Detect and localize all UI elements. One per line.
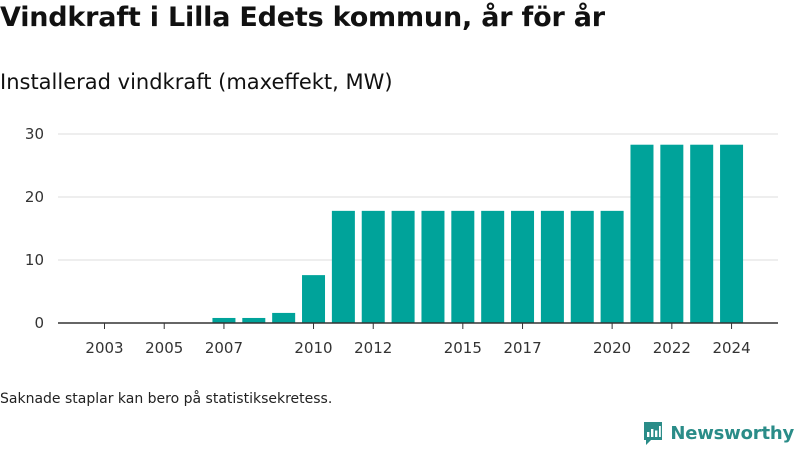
bar	[630, 144, 654, 323]
y-tick-label: 20	[25, 188, 44, 206]
chart-subtitle: Installerad vindkraft (maxeffekt, MW)	[0, 70, 393, 94]
bar-chart: 0 10 20 30 2003 2005 2007 2010 2012 2015 2017 2020 2…	[25, 125, 778, 357]
x-tick-label: 2007	[205, 339, 243, 357]
bar	[660, 144, 684, 323]
x-tick-label: 2017	[503, 339, 541, 357]
grid-lines	[58, 133, 778, 261]
x-tick-label: 2024	[712, 339, 750, 357]
bars	[212, 144, 744, 323]
x-tick-label: 2012	[354, 339, 392, 357]
x-tick-label: 2005	[145, 339, 183, 357]
y-tick-label: 0	[34, 314, 44, 332]
bar	[361, 210, 385, 323]
bar	[302, 275, 326, 323]
bar	[481, 210, 505, 323]
bar	[600, 210, 624, 323]
brand-name: Newsworthy	[670, 422, 794, 444]
bar	[272, 312, 296, 323]
x-tick-label: 2015	[444, 339, 482, 357]
x-tick-label: 2003	[85, 339, 123, 357]
footnote: Saknade staplar kan bero på statistiksek…	[0, 391, 333, 407]
bar	[720, 144, 744, 323]
axes: 0 10 20 30 2003 2005 2007 2010 2012 2015 2017 2020 2…	[25, 125, 778, 357]
bar	[451, 210, 475, 323]
x-tick-label: 2010	[294, 339, 332, 357]
y-tick-label: 10	[25, 251, 44, 269]
bar	[421, 210, 445, 323]
x-tick-label: 2020	[593, 339, 631, 357]
bar	[242, 317, 266, 323]
bar	[331, 210, 355, 323]
bar	[570, 210, 594, 323]
y-tick-label: 30	[25, 125, 44, 143]
bar	[391, 210, 415, 323]
newsworthy-logo: Newsworthy	[642, 420, 794, 446]
chart-bubble-icon	[644, 422, 663, 445]
chart-title: Vindkraft i Lilla Edets kommun, år för å…	[0, 2, 605, 33]
bar	[212, 317, 236, 323]
bar	[540, 210, 564, 323]
bar	[511, 210, 535, 323]
bar	[690, 144, 714, 323]
x-tick-label: 2022	[653, 339, 691, 357]
